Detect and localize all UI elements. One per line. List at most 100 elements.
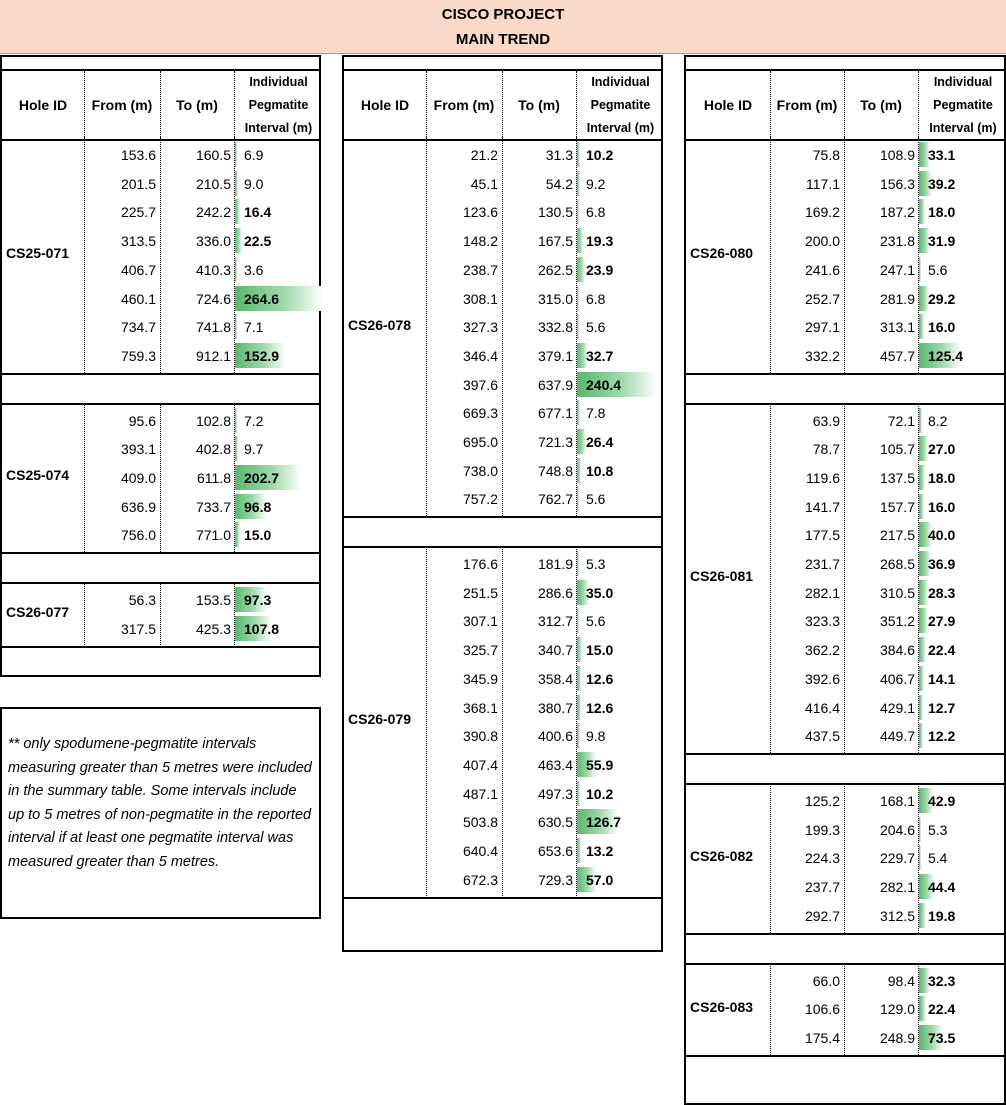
from-value: 406.7: [120, 261, 156, 278]
to-value: 31.3: [545, 147, 573, 163]
group-divider: [344, 516, 661, 519]
interval-data-bar: [577, 256, 585, 282]
interval-value: 9.8: [586, 728, 606, 745]
hole-id: CS26-077: [6, 603, 70, 620]
interval-value: 31.9: [928, 233, 956, 250]
hole-group: CS26-079 176.6 181.9 5.3 251.5 286.6 35.0 307.1…: [344, 546, 661, 897]
table-header: Hole ID From (m) To (m) Individual Pegmatit…: [686, 69, 1004, 141]
interval-data-bar: [919, 967, 930, 993]
interval-data-bar: [577, 866, 596, 892]
header-hole-id: Hole ID: [18, 97, 68, 113]
to-value: 262.5: [537, 261, 573, 278]
from-value: 460.1: [120, 290, 156, 307]
interval-data-bar: [577, 486, 579, 512]
from-value: 416.4: [804, 699, 840, 716]
from-value: 738.0: [462, 462, 498, 479]
column-divider: [576, 137, 577, 517]
interval-value: 13.2: [586, 843, 614, 860]
from-value: 201.5: [120, 175, 156, 192]
column-divider: [234, 137, 235, 373]
group-divider: [344, 896, 661, 899]
column-divider: [234, 71, 235, 139]
interval-value: 12.2: [928, 728, 956, 745]
hole-id: CS26-079: [348, 711, 412, 728]
interval-value: 32.3: [928, 972, 956, 989]
header-interval: Individual Pegmatite Interval (m): [929, 74, 997, 135]
to-value: 721.3: [537, 434, 573, 450]
from-value: 437.5: [804, 728, 840, 745]
from-value: 292.7: [804, 907, 840, 924]
column-divider: [770, 962, 771, 1055]
interval-value: 7.8: [586, 405, 606, 422]
from-value: 200.0: [804, 233, 840, 250]
to-value: 72.1: [887, 412, 915, 429]
from-value: 392.6: [804, 670, 840, 687]
interval-value: 9.2: [586, 175, 606, 192]
from-value: 325.7: [462, 642, 498, 659]
to-value: 282.1: [879, 879, 915, 896]
interval-data-bar: [577, 400, 580, 426]
to-value: 340.7: [537, 642, 573, 659]
from-value: 238.7: [462, 261, 498, 278]
data-panel-2: Hole ID From (m) To (m) Individual Pegmatit…: [342, 55, 663, 952]
to-value: 379.1: [537, 347, 573, 364]
interval-data-bar: [577, 694, 582, 720]
from-value: 307.1: [462, 613, 498, 630]
interval-data-bar: [577, 429, 586, 454]
group-divider: [2, 552, 319, 555]
table-header: Hole ID From (m) To (m) Individual Pegmatit…: [2, 69, 319, 141]
to-value: 281.9: [879, 290, 915, 307]
from-value: 487.1: [462, 785, 498, 802]
interval-data-bar: [919, 493, 925, 519]
interval-value: 19.8: [928, 907, 956, 924]
to-value: 231.8: [879, 233, 915, 250]
to-value: 105.7: [879, 441, 915, 458]
from-value: 503.8: [462, 814, 498, 831]
column-divider: [84, 71, 85, 139]
interval-data-bar: [235, 522, 240, 548]
header-from: From (m): [776, 97, 838, 113]
group-divider: [686, 932, 1004, 935]
hole-id: CS25-071: [6, 244, 70, 261]
from-value: 332.2: [804, 347, 840, 364]
interval-value: 19.3: [586, 233, 614, 250]
header-interval: Individual Pegmatite Interval (m): [244, 74, 313, 135]
to-value: 771.0: [195, 527, 231, 544]
from-value: 63.9: [812, 412, 840, 429]
interval-data-bar: [919, 464, 925, 490]
interval-data-bar: [919, 788, 934, 813]
interval-data-bar: [577, 285, 580, 311]
to-value: 748.8: [537, 462, 573, 479]
column-divider: [576, 546, 577, 897]
interval-value: 18.0: [928, 469, 956, 486]
interval-value: 40.0: [928, 527, 956, 544]
interval-data-bar: [919, 522, 933, 548]
interval-data-bar: [919, 874, 934, 900]
interval-data-bar: [919, 314, 925, 340]
interval-value: 5.4: [928, 850, 948, 867]
interval-data-bar: [919, 637, 927, 663]
hole-group: CS26-082 125.2 168.1 42.9 199.3 204.6 5.3 224.3…: [686, 783, 1004, 933]
header-interval: Individual Pegmatite Interval (m): [586, 74, 655, 135]
interval-value: 26.4: [586, 434, 614, 450]
to-value: 384.6: [879, 642, 915, 659]
interval-data-bar: [919, 902, 926, 928]
interval-data-bar: [577, 342, 588, 368]
from-value: 323.3: [804, 613, 840, 630]
from-value: 169.2: [804, 204, 840, 221]
hole-id: CS26-083: [690, 998, 754, 1015]
to-value: 351.2: [879, 613, 915, 630]
interval-value: 12.6: [586, 670, 614, 687]
column-divider: [502, 71, 503, 139]
column-divider: [576, 71, 577, 139]
interval-data-bar: [235, 587, 268, 613]
from-value: 148.2: [462, 233, 498, 250]
interval-value: 55.9: [586, 756, 614, 773]
interval-data-bar: [919, 551, 932, 577]
column-divider: [502, 137, 503, 517]
interval-data-bar: [235, 199, 241, 225]
interval-data-bar: [235, 615, 271, 641]
header-hole-id: Hole ID: [360, 97, 410, 113]
interval-value: 22.5: [244, 233, 272, 250]
to-value: 332.8: [537, 319, 573, 336]
